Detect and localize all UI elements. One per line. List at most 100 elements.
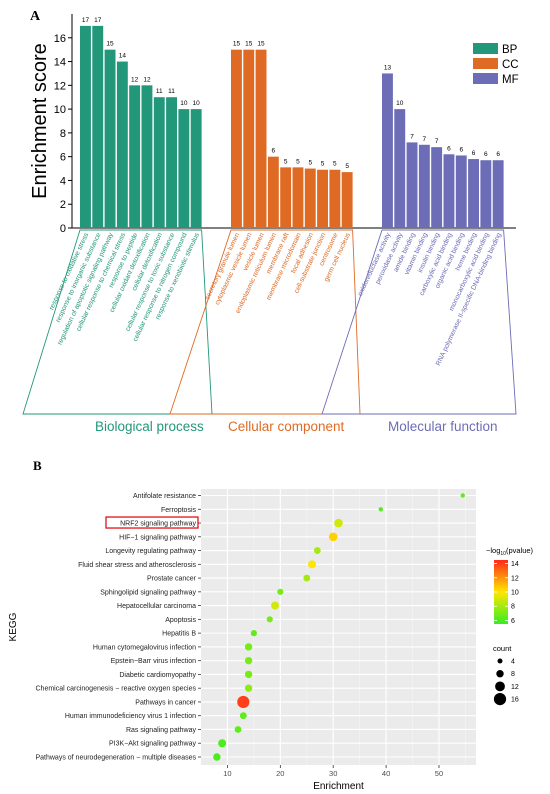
bar-value-label: 6: [496, 151, 500, 158]
bar-value-label: 11: [168, 88, 175, 95]
y-axis-title: Enrichment score: [29, 43, 51, 199]
bar-bp: [153, 97, 165, 228]
kegg-bubble-chart: 10 20 30 40 50 Antifolate resistance Ferroptos…: [8, 489, 534, 792]
bar-value-label: 5: [333, 161, 337, 168]
pathway-label: HIF−1 signaling pathway: [119, 534, 196, 541]
y-axis-title: KEGG: [8, 612, 19, 641]
pathway-label: NRF2 signaling pathway: [120, 521, 196, 528]
bar-mf: [443, 154, 455, 228]
bar-value-label: 5: [296, 158, 300, 165]
bar-bp: [104, 49, 116, 228]
bar-value-label: 10: [180, 100, 188, 107]
bar-value-label: 17: [94, 17, 102, 24]
pathway-label: Hepatocellular carcinoma: [117, 603, 196, 610]
bar-mf: [468, 159, 479, 228]
legend-swatch-cc: [473, 58, 498, 69]
bar-cc: [317, 169, 328, 228]
bar-mf: [394, 109, 406, 228]
bar-mf: [431, 147, 443, 228]
group-label-mf: Molecular function: [388, 419, 498, 434]
bar-value-label: 12: [143, 76, 151, 83]
color-legend-title: −log10(pvalue): [486, 546, 534, 557]
bubble: [266, 616, 273, 623]
y-tick-label: 4: [60, 175, 66, 187]
bar-bp: [178, 109, 190, 228]
bubble: [460, 493, 465, 498]
pathway-label: Antifolate resistance: [133, 493, 196, 500]
bubble: [313, 547, 321, 554]
bubble: [234, 726, 242, 733]
bar-mf: [480, 160, 492, 228]
pathway-label: Hepatitis B: [162, 631, 196, 638]
bar-bp: [141, 85, 153, 228]
panel-a-letter: A: [30, 9, 41, 24]
bar-bp: [92, 25, 104, 229]
legend-swatch-mf: [473, 73, 498, 84]
pathway-label: Pathways in cancer: [135, 699, 196, 706]
bar-value-label: 6: [447, 145, 451, 152]
bar-mf: [455, 155, 467, 228]
legend-label-mf: MF: [502, 74, 519, 86]
bubble: [378, 507, 384, 512]
bubble: [213, 753, 221, 761]
size-legend-label: 8: [511, 671, 515, 678]
bubble: [244, 643, 253, 651]
pathway-label: Human cytomegalovirus infection: [93, 644, 196, 651]
bar-bp: [116, 61, 128, 228]
color-legend-bar: [494, 560, 508, 624]
pathway-label: PI3K−Akt signaling pathway: [109, 741, 196, 748]
group-bracket-mf: [321, 229, 517, 415]
panel-b-letter: B: [33, 458, 42, 473]
color-legend-tick-label: 8: [511, 604, 515, 611]
pathway-label: Fluid shear stress and atherosclerosis: [78, 562, 196, 569]
bar-value-label: 5: [321, 161, 325, 168]
bar-cc: [231, 49, 242, 228]
legend-label-cc: CC: [502, 59, 519, 71]
bar-bp: [80, 25, 91, 229]
bubble: [218, 739, 227, 748]
bar-value-label: 17: [82, 17, 90, 24]
y-tick-label: 8: [60, 128, 66, 140]
highlight-box: [105, 516, 199, 529]
bar-value-label: 15: [257, 41, 265, 48]
bar-cc: [243, 49, 255, 228]
plot-background: [201, 489, 476, 765]
bar-value-label: 15: [245, 41, 253, 48]
size-legend-dot: [496, 670, 504, 678]
bar-value-label: 11: [156, 88, 163, 95]
y-tick-label: 2: [60, 199, 66, 211]
color-legend-tick-label: 10: [511, 590, 519, 597]
x-tick-label: 10: [223, 769, 231, 778]
pathway-label: Prostate cancer: [147, 576, 197, 583]
bar-cc: [341, 172, 353, 228]
category-tick-label: regulation of apoptotic signaling pathwa…: [57, 231, 115, 346]
bar-value-label: 15: [106, 41, 114, 48]
color-legend-tick-label: 14: [511, 561, 519, 568]
x-tick-label: 30: [329, 769, 337, 778]
bar-value-label: 6: [484, 151, 488, 158]
bubble: [303, 574, 311, 582]
bar-mf: [492, 160, 504, 228]
color-legend-tick-label: 12: [511, 575, 519, 582]
legend-swatch-bp: [473, 43, 498, 54]
bar-value-label: 6: [472, 150, 476, 157]
bubble: [271, 601, 280, 610]
x-tick-label: 50: [435, 769, 443, 778]
size-legend-label: 12: [511, 684, 519, 691]
pathway-label: Human immunodeficiency virus 1 infection: [65, 713, 196, 720]
bar-value-label: 5: [345, 163, 349, 170]
bubble: [244, 684, 253, 692]
bar-value-label: 7: [435, 138, 439, 145]
bar-cc: [267, 156, 279, 228]
y-tick-label: 16: [54, 33, 66, 45]
bar-cc: [329, 169, 341, 228]
bar-value-label: 6: [459, 146, 463, 153]
bar-bp: [129, 85, 141, 228]
color-legend-title-tail: (pvalue): [506, 546, 534, 555]
y-tick-label: 0: [60, 223, 66, 235]
bar-value-label: 14: [119, 53, 127, 60]
color-legend-title-sub: 10: [500, 551, 506, 557]
bubble: [308, 560, 317, 569]
